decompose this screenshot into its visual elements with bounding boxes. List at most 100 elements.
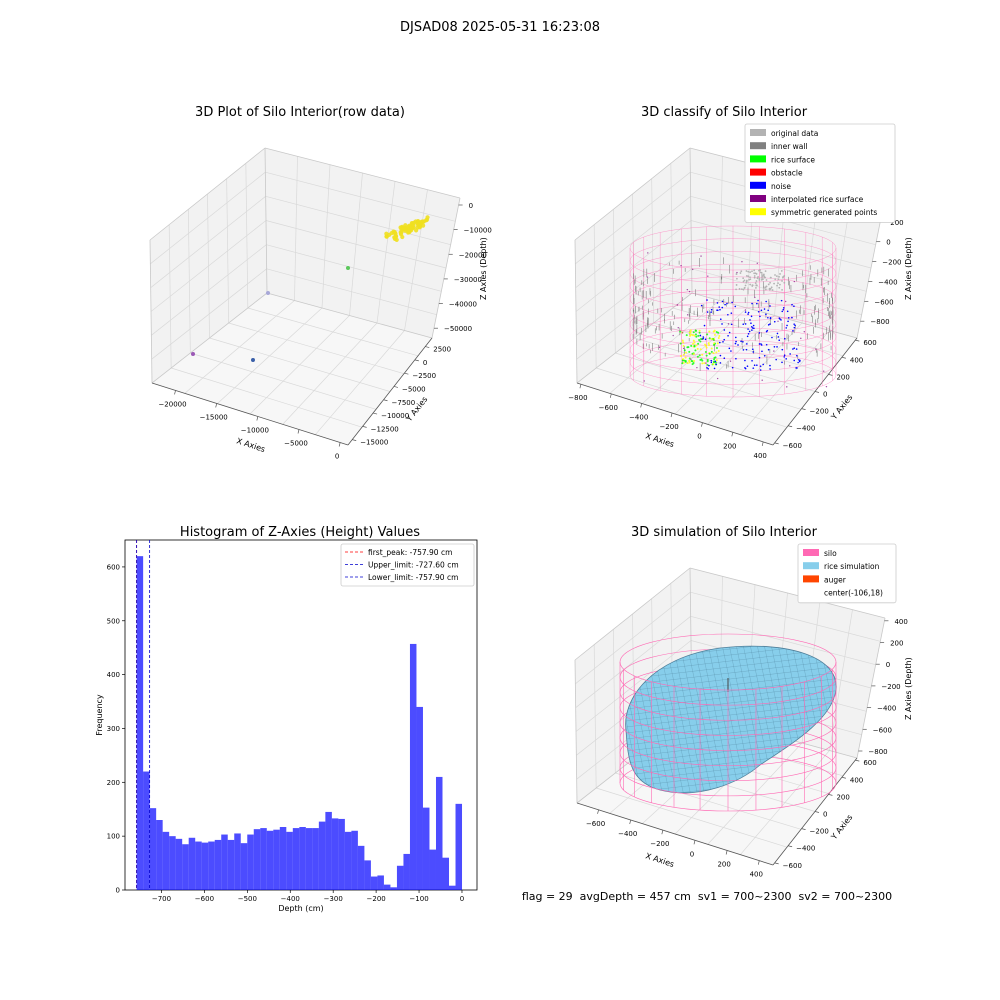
x-tick-label: −300 [324,895,343,903]
histogram-bar [266,830,274,890]
y-tick-mark [828,794,833,796]
noise-point [742,323,745,325]
histogram-bar [273,829,280,890]
rice-surface-point [713,358,716,361]
noise-point [759,365,762,367]
original-point [765,285,768,288]
y-tick-mark [801,828,806,830]
noise-point [727,313,729,316]
z-tick-label: −20000 [459,251,487,259]
y-tick-label: 2500 [433,346,451,354]
y-tick-mark [788,425,793,428]
noise-point [744,366,746,369]
rice-surface-point [713,342,716,345]
rice-surface-point [701,353,704,356]
noise-point [744,311,747,313]
noise-point [793,347,796,349]
rice-surface-point [682,344,685,347]
x-tick-label: 0 [460,895,464,903]
histogram-bar [234,833,241,890]
y-tick-label: −200 [810,828,829,836]
legend-swatch [750,155,766,163]
rice-surface-point [705,346,708,349]
silo-ring-back [619,633,837,663]
noise-point [746,365,749,367]
noise-point [718,306,721,308]
noise-point [784,337,786,340]
x-tick-label: −800 [568,394,587,402]
y-tick-label: 0 [423,359,427,367]
noise-point [782,307,785,309]
rice-surface-point [698,331,701,334]
z-tick-label: −30000 [454,276,482,284]
noise-point [750,315,753,318]
axis-line [576,802,774,866]
noise-point [792,348,794,350]
classify-3d-x-axis-label: X Axies [644,431,675,449]
yellow-cluster-point [414,228,419,233]
panel-raw-3d: 3D Plot of Silo Interior(row data) −2000… [149,105,492,461]
interpolated-point [690,358,692,360]
noise-point [742,341,744,343]
legend-swatch [750,142,766,150]
y-tick-label: −2500 [412,372,436,380]
z-tick-label: −400 [877,705,896,713]
legend-entry: noise [771,182,791,191]
z-tick-label: 400 [894,618,907,626]
raw-3d-x-ticks: −20000 −15000 −10000 −5000 0 [158,390,341,461]
z-tick-label: 200 [890,640,903,648]
y-tick-label: −600 [783,442,802,450]
data-point [346,266,350,270]
original-point [775,275,778,278]
pane-edge [574,567,691,661]
histogram-bar [390,887,397,890]
histogram-bar [208,841,215,890]
rice-surface-point [685,351,688,354]
noise-point [765,330,768,333]
rice-surface-point [706,363,709,366]
legend-entry: center(-106,18) [824,589,883,598]
histogram-bar [312,828,319,890]
rice-surface-point [710,350,713,353]
noise-point [716,302,719,304]
noise-point [703,324,706,327]
pane-edge [264,147,461,199]
noise-point [776,346,778,348]
y-tick-label: −12500 [371,425,399,433]
pane-edge [856,617,886,759]
classify-3d-legend: original data inner wall rice surface obsta… [744,123,896,223]
histogram-bar [383,884,391,890]
interpolated-point [756,262,758,264]
noise-point [769,368,771,370]
noise-point [785,327,788,329]
histogram-bar [182,844,189,890]
data-point [251,358,255,362]
rice-surface-point [710,347,713,350]
rice-surface-point [706,358,709,361]
noise-point [795,348,798,350]
noise-point [789,353,791,355]
y-tick-label: 600 [863,339,876,347]
y-tick-label: −200 [810,408,829,416]
rice-surface-point [715,351,718,354]
rice-surface-point [686,362,689,365]
original-point [735,284,738,286]
interpolated-point [707,275,709,277]
rice-surface-point [712,360,715,363]
interpolated-point [658,346,661,349]
rice-surface-point [689,333,692,336]
original-point [744,284,747,287]
y-tick-label: 400 [107,671,120,679]
y-tick-mark [372,412,378,415]
interpolated-point [688,290,691,293]
histogram-bar [318,821,326,890]
original-point [783,281,786,284]
grid-line [245,163,249,309]
y-tick-label: 400 [850,356,863,364]
noise-point [753,364,756,367]
interpolated-point [741,261,743,263]
noise-point [746,343,748,345]
x-tick-label: −20000 [158,400,186,408]
y-tick-mark [828,374,833,376]
noise-point [710,311,712,313]
